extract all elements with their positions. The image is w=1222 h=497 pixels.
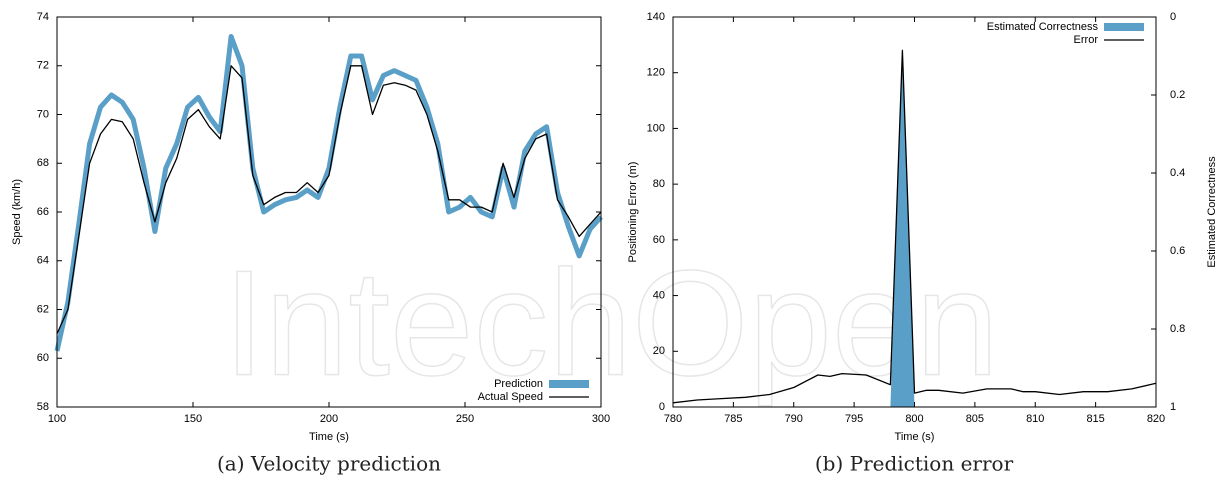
y-tick-label: 100 <box>647 122 665 134</box>
y2-tick-label: 0.4 <box>1170 167 1185 179</box>
x-axis-label: Time (s) <box>309 431 349 443</box>
y2-tick-label: 0.6 <box>1170 245 1185 257</box>
y-tick-label: 70 <box>37 108 49 120</box>
area <box>890 48 915 407</box>
y-tick-label: 40 <box>653 289 665 301</box>
y-tick-label: 20 <box>653 345 665 357</box>
legend-label: Prediction <box>494 378 543 390</box>
line <box>672 49 1157 404</box>
x-tick-label: 805 <box>966 413 984 425</box>
y2-tick-label: 0.8 <box>1170 323 1185 335</box>
y2-tick-label: 1 <box>1170 401 1176 413</box>
line <box>56 65 602 335</box>
x-tick-label: 200 <box>320 413 338 425</box>
y2-tick-label: 0.2 <box>1170 89 1185 101</box>
x-tick-label: 150 <box>184 413 202 425</box>
x-tick-label: 790 <box>785 413 803 425</box>
y-tick-label: 68 <box>37 157 49 169</box>
x-tick-label: 785 <box>724 413 742 425</box>
y-tick-label: 0 <box>659 401 665 413</box>
y-tick-label: 72 <box>37 60 49 72</box>
caption: (b) Prediction error <box>815 452 1014 476</box>
x-tick-label: 100 <box>48 413 66 425</box>
y-tick-label: 62 <box>37 303 49 315</box>
legend-label: Estimated Correctness <box>987 21 1099 33</box>
x-tick-label: 820 <box>1147 413 1165 425</box>
y-tick-label: 58 <box>37 401 49 413</box>
y-tick-label: 60 <box>653 234 665 246</box>
x-axis-label: Time (s) <box>895 431 935 443</box>
x-tick-label: 810 <box>1026 413 1044 425</box>
y-tick-label: 60 <box>37 352 49 364</box>
y2-tick-label: 0 <box>1170 11 1176 23</box>
legend-label: Error <box>1074 34 1099 46</box>
x-tick-label: 795 <box>845 413 863 425</box>
x-tick-label: 250 <box>456 413 474 425</box>
x-tick-label: 300 <box>592 413 610 425</box>
x-tick-label: 800 <box>905 413 923 425</box>
caption: (a) Velocity prediction <box>217 452 441 476</box>
x-tick-label: 815 <box>1086 413 1104 425</box>
band-line <box>54 34 603 352</box>
y-tick-label: 80 <box>653 178 665 190</box>
y-tick-label: 66 <box>37 206 49 218</box>
y2-axis-label: Estimated Correctness <box>1206 156 1218 268</box>
legend-swatch <box>549 380 589 388</box>
watermark: IntechOpen <box>223 239 999 407</box>
y-tick-label: 120 <box>647 67 665 79</box>
y-tick-label: 74 <box>37 11 49 23</box>
y-tick-label: 140 <box>647 11 665 23</box>
legend-swatch <box>1104 23 1144 31</box>
legend-label: Actual Speed <box>478 391 543 403</box>
y-tick-label: 64 <box>37 255 49 267</box>
y-axis-label: Positioning Error (m) <box>627 162 639 263</box>
x-tick-label: 780 <box>664 413 682 425</box>
y-axis-label: Speed (km/h) <box>11 179 23 245</box>
